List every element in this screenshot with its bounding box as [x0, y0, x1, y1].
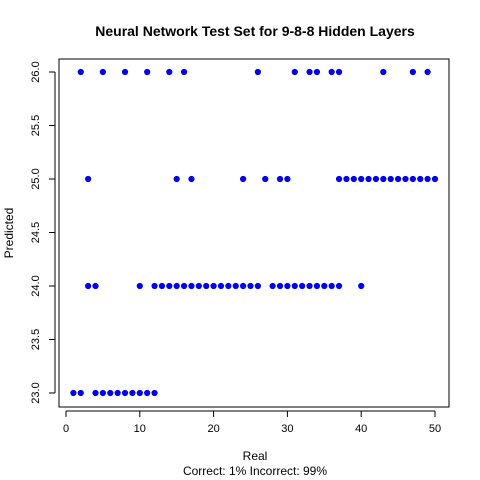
y-tick-label: 25.5 — [30, 115, 42, 136]
data-point — [306, 282, 313, 290]
data-point — [85, 175, 92, 183]
data-point — [99, 68, 107, 76]
data-point — [424, 68, 431, 76]
data-point — [188, 282, 195, 290]
data-point — [121, 389, 129, 397]
data-point — [372, 175, 380, 183]
data-point — [321, 282, 328, 290]
data-point — [77, 389, 84, 397]
data-point — [240, 282, 247, 290]
data-point — [284, 282, 291, 290]
data-point — [350, 175, 357, 183]
data-point — [180, 68, 188, 76]
x-tick-label: 20 — [207, 423, 219, 435]
data-point — [144, 389, 151, 397]
data-point — [77, 68, 84, 76]
x-axis-label: Real — [243, 449, 268, 463]
data-point — [151, 282, 158, 290]
x-tick-label: 30 — [281, 423, 293, 435]
data-point — [129, 389, 136, 397]
data-point — [328, 68, 335, 76]
data-point — [328, 282, 335, 290]
data-point — [121, 68, 129, 76]
y-tick-label: 26.0 — [30, 61, 42, 82]
data-point — [395, 175, 402, 183]
y-tick-label: 24.5 — [30, 222, 42, 243]
data-point — [335, 68, 343, 76]
data-point — [313, 68, 321, 76]
data-point — [136, 389, 143, 397]
y-tick-label: 23.0 — [30, 382, 42, 403]
data-point — [92, 282, 99, 290]
data-point — [225, 282, 232, 290]
y-axis-label: Predicted — [2, 208, 16, 259]
data-point — [107, 389, 114, 397]
data-point — [335, 175, 343, 183]
chart-title: Neural Network Test Set for 9-8-8 Hidden… — [95, 23, 415, 39]
data-point — [291, 68, 298, 76]
data-point — [173, 282, 180, 290]
y-tick-label: 25.0 — [30, 168, 42, 189]
data-point — [188, 175, 195, 183]
data-point — [276, 175, 284, 183]
data-point — [195, 282, 202, 290]
data-point — [232, 282, 239, 290]
data-point — [365, 175, 372, 183]
data-point — [358, 175, 365, 183]
data-point — [306, 68, 313, 76]
data-point — [92, 389, 99, 397]
data-point — [203, 282, 210, 290]
x-tick-label: 50 — [429, 423, 441, 435]
data-point — [299, 282, 306, 290]
data-point — [409, 68, 416, 76]
data-point — [166, 282, 173, 290]
data-point — [180, 282, 188, 290]
y-tick-label: 24.0 — [30, 275, 42, 296]
x-tick-label: 0 — [63, 423, 69, 435]
data-point — [254, 68, 261, 76]
data-point — [254, 282, 261, 290]
data-point — [276, 282, 284, 290]
x-axis: 0 10 20 30 40 50 — [63, 410, 441, 435]
data-point — [313, 282, 321, 290]
data-point — [291, 282, 298, 290]
data-points — [70, 68, 439, 397]
data-point — [136, 282, 143, 290]
data-point — [269, 282, 276, 290]
data-point — [70, 389, 77, 397]
data-point — [166, 68, 173, 76]
data-point — [380, 175, 387, 183]
data-point — [144, 68, 151, 76]
data-point — [114, 389, 121, 397]
data-point — [431, 175, 439, 183]
data-point — [417, 175, 424, 183]
data-point — [402, 175, 409, 183]
data-point — [335, 282, 343, 290]
data-point — [380, 68, 387, 76]
y-tick-label: 23.5 — [30, 329, 42, 350]
data-point — [151, 389, 158, 397]
x-tick-label: 10 — [134, 423, 146, 435]
data-point — [343, 175, 350, 183]
data-point — [284, 175, 291, 183]
data-point — [247, 282, 254, 290]
x-tick-label: 40 — [355, 423, 367, 435]
data-point — [409, 175, 416, 183]
data-point — [85, 282, 92, 290]
chart-subtitle: Correct: 1% Incorrect: 99% — [183, 464, 327, 478]
y-axis: 23.0 23.5 24.0 24.5 25.0 25.5 26.0 — [30, 61, 56, 404]
data-point — [262, 175, 269, 183]
data-point — [99, 389, 107, 397]
data-point — [173, 175, 180, 183]
plot-frame — [58, 58, 450, 408]
data-point — [424, 175, 431, 183]
data-point — [158, 282, 166, 290]
data-point — [240, 175, 247, 183]
data-point — [387, 175, 394, 183]
data-point — [210, 282, 217, 290]
data-point — [358, 282, 365, 290]
data-point — [217, 282, 225, 290]
